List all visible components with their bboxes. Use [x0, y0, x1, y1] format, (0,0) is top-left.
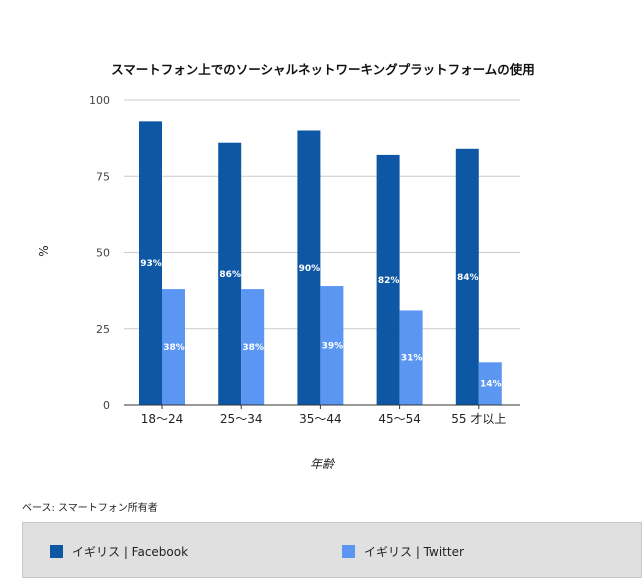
x-axis-label: 年齢: [310, 457, 336, 471]
y-tick-label: 100: [89, 94, 110, 107]
x-tick-label: 25～34: [220, 412, 263, 426]
bar: [399, 310, 423, 405]
bar: [162, 289, 185, 405]
data-label: 38%: [163, 343, 185, 353]
bar: [320, 286, 344, 405]
y-tick-label: 25: [96, 323, 110, 336]
data-label: 90%: [299, 264, 321, 274]
y-tick-label: 75: [96, 170, 110, 183]
data-label: 39%: [322, 342, 344, 352]
legend-swatch-twitter: [342, 545, 355, 558]
bar: [241, 289, 265, 405]
x-tick-label: 35～44: [299, 412, 342, 426]
y-tick-label: 0: [103, 399, 110, 412]
footnote: ベース: スマートフォン所有者: [22, 503, 158, 514]
bars: [139, 121, 502, 406]
y-axis-ticks: 0 25 50 75 100: [89, 94, 110, 412]
chart-title: スマートフォン上でのソーシャルネットワーキングプラットフォームの使用: [111, 62, 535, 77]
y-axis-label: %: [37, 245, 51, 256]
bar: [139, 121, 162, 405]
legend-label-facebook: イギリス | Facebook: [72, 545, 189, 559]
bar: [376, 154, 400, 405]
data-label: 84%: [457, 273, 479, 283]
bar: [218, 142, 242, 405]
data-label: 86%: [219, 270, 241, 280]
legend-label-twitter: イギリス | Twitter: [364, 545, 464, 559]
y-tick-label: 50: [96, 247, 110, 260]
data-label: 82%: [378, 276, 400, 286]
x-tick-label: 55 才以上: [451, 412, 506, 426]
legend-item-facebook[interactable]: イギリス | Facebook: [50, 543, 188, 560]
data-label: 93%: [140, 259, 162, 269]
x-axis-ticks: 18～24 25～34 35～44 45～54 55 才以上: [141, 405, 506, 426]
data-labels: 93% 38% 86% 38% 90% 39% 82% 31% 84% 14%: [140, 259, 501, 389]
data-label: 14%: [480, 380, 502, 390]
legend-swatch-facebook: [50, 545, 63, 558]
x-tick-label: 45～54: [378, 412, 421, 426]
bar: [297, 130, 321, 405]
legend-item-twitter[interactable]: イギリス | Twitter: [342, 543, 464, 560]
data-label: 38%: [242, 343, 264, 353]
data-label: 31%: [401, 354, 423, 364]
chart: スマートフォン上でのソーシャルネットワーキングプラットフォームの使用 0 25 50…: [37, 62, 535, 471]
legend: イギリス | Facebook イギリス | Twitter: [22, 522, 642, 578]
bar: [478, 362, 502, 405]
bar: [455, 148, 479, 406]
x-tick-label: 18～24: [141, 412, 184, 426]
